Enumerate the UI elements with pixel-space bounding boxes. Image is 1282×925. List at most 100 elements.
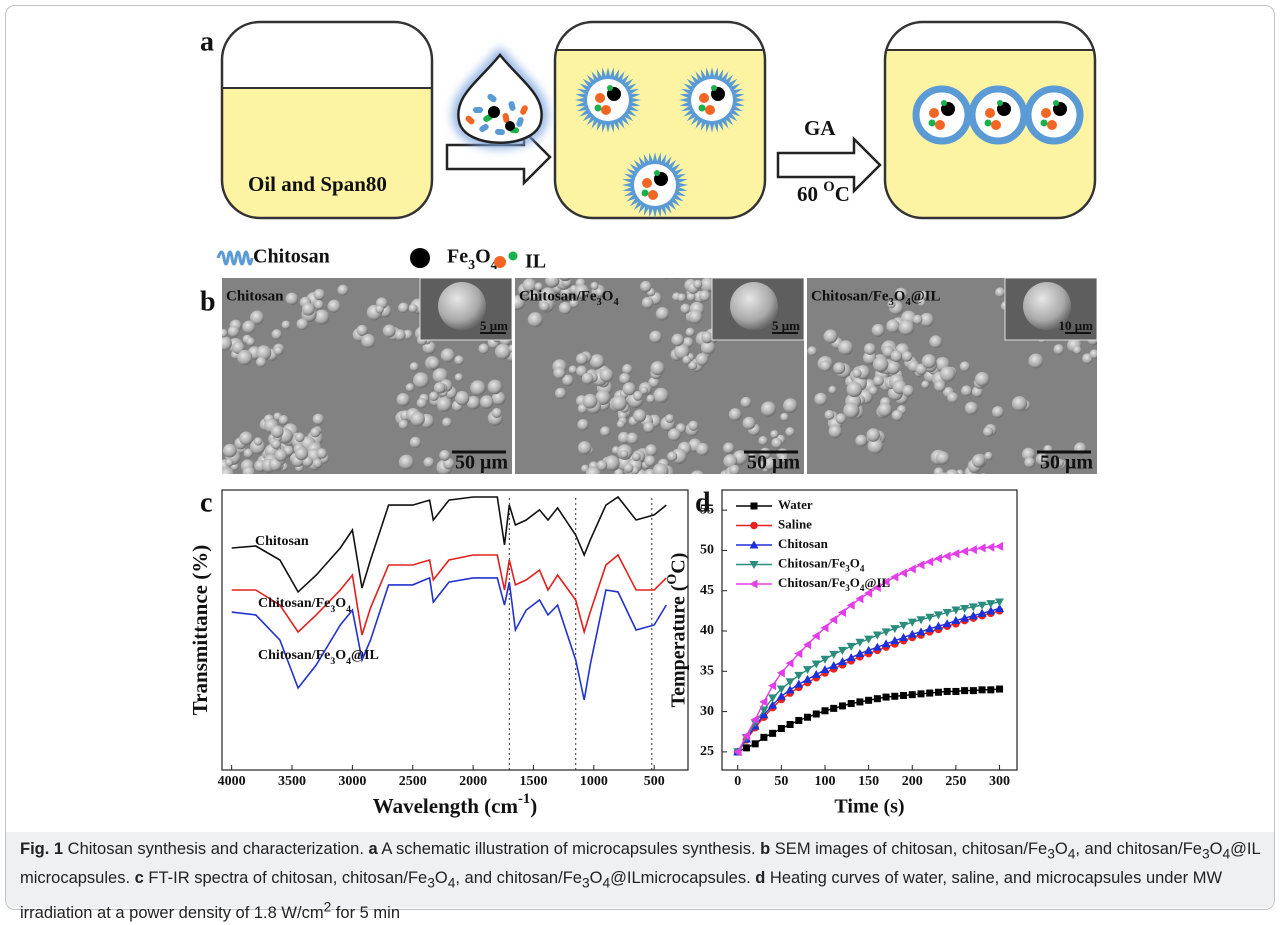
- particle: [478, 343, 489, 354]
- marker: [846, 600, 855, 610]
- particle: [626, 432, 639, 445]
- capsule-ring: [912, 85, 972, 145]
- marker: [925, 613, 935, 622]
- particle: [838, 340, 854, 356]
- particle: [327, 299, 341, 313]
- marker: [855, 638, 865, 647]
- particle: [227, 325, 240, 338]
- particle: [585, 466, 601, 474]
- marker: [987, 686, 995, 694]
- marker: [856, 698, 864, 706]
- particle: [337, 284, 349, 296]
- particle: [197, 340, 212, 355]
- marker: [865, 696, 873, 704]
- caption-text: FT-IR spectra of chitosan, chitosan/Fe3O…: [143, 869, 756, 891]
- particle: [674, 343, 690, 360]
- marker: [776, 668, 785, 678]
- particle: [780, 412, 789, 422]
- particle: [409, 362, 419, 372]
- marker: [872, 582, 881, 592]
- particle: [199, 462, 211, 474]
- particle: [246, 337, 255, 347]
- particle: [971, 386, 983, 398]
- marker: [977, 601, 987, 610]
- marker: [768, 681, 777, 691]
- il: [1040, 119, 1048, 127]
- particle: [589, 354, 605, 369]
- particle: [454, 355, 464, 365]
- capsule-ring: [968, 85, 1028, 145]
- particle: [984, 451, 993, 461]
- particle: [648, 376, 660, 388]
- marker: [951, 549, 960, 559]
- particle: [1024, 457, 1035, 468]
- marker: [820, 655, 830, 664]
- marker: [847, 700, 855, 708]
- particle: [872, 356, 889, 373]
- particle: [671, 333, 684, 347]
- label: 1000: [580, 774, 608, 789]
- caption-text: A schematic illustration of microcapsule…: [377, 840, 761, 858]
- marker: [785, 678, 795, 687]
- droplet-content: [516, 117, 524, 127]
- particle: [396, 393, 410, 407]
- vessel: [222, 87, 432, 218]
- vessel-outline: [553, 20, 767, 220]
- marker: [968, 545, 977, 555]
- particle: [273, 346, 283, 356]
- particle: [394, 329, 406, 341]
- particle: [637, 473, 642, 474]
- il: [607, 85, 613, 91]
- particle: [645, 444, 658, 457]
- il: [928, 119, 936, 127]
- particle: [760, 401, 777, 417]
- particle: [1011, 396, 1028, 412]
- fe3o4-icon: [410, 248, 430, 268]
- particle: [682, 355, 692, 365]
- legend-marker: [749, 561, 759, 569]
- particle: [688, 420, 699, 431]
- particle: [991, 406, 1004, 418]
- particle: [898, 319, 915, 336]
- particle: [938, 472, 949, 474]
- il: [699, 93, 709, 103]
- particle: [929, 335, 943, 349]
- particle: [983, 426, 994, 437]
- particle: [868, 386, 878, 396]
- marker: [777, 725, 785, 733]
- particle: [855, 434, 868, 447]
- particle: [197, 318, 206, 327]
- capsule-core: [634, 164, 676, 206]
- particle: [742, 416, 756, 430]
- particle: [301, 302, 315, 316]
- particle: [729, 464, 740, 474]
- il: [1041, 108, 1051, 118]
- particle: [863, 351, 877, 365]
- label: Chitosan/Fe3O4@IL: [258, 648, 379, 667]
- marker: [908, 691, 916, 699]
- droplet-content: [487, 93, 497, 103]
- particle: [577, 441, 592, 455]
- legend-marker: [750, 521, 758, 530]
- marker: [986, 542, 995, 552]
- caption-text: SEM images of chitosan, chitosan/Fe3O4, …: [20, 840, 1261, 888]
- particle: [835, 413, 847, 424]
- particle: [270, 425, 284, 439]
- label: Water: [778, 497, 813, 512]
- droplet-content: [495, 128, 505, 136]
- particle: [951, 480, 961, 490]
- particle: [763, 457, 777, 471]
- particle: [479, 395, 494, 409]
- marker: [890, 625, 900, 634]
- marker: [978, 686, 986, 694]
- particle: [785, 427, 795, 437]
- particle: [995, 287, 1006, 298]
- marker: [846, 642, 856, 651]
- vessel-outline: [883, 20, 1097, 220]
- label: Chitosan: [253, 246, 330, 268]
- particle: [222, 336, 232, 351]
- particle: [819, 360, 832, 372]
- particle: [961, 385, 972, 397]
- particle: [595, 390, 611, 405]
- particle: [814, 392, 828, 406]
